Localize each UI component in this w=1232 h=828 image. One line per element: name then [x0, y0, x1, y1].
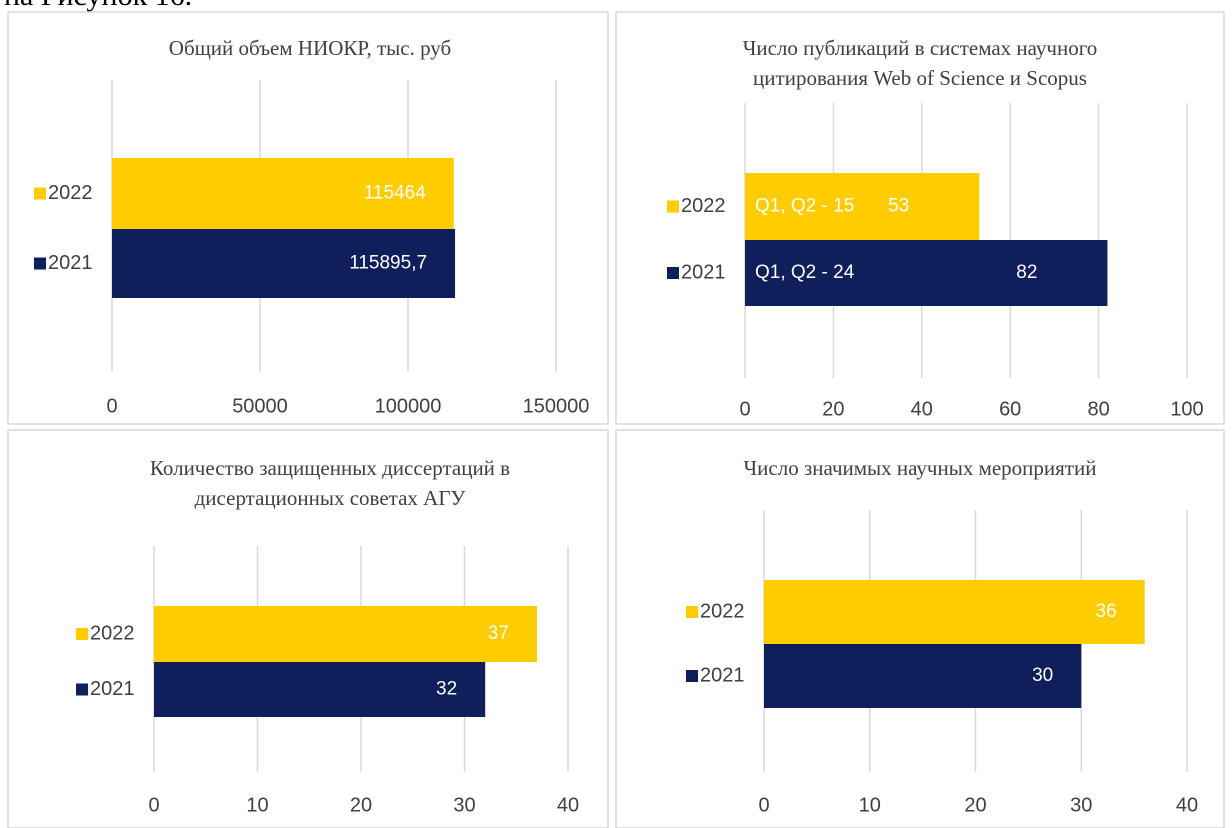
- data-label: 82: [1016, 262, 1037, 283]
- x-tick-label: 150000: [523, 395, 590, 417]
- x-tick-label: 100000: [375, 395, 442, 417]
- x-tick-label: 30: [453, 794, 475, 816]
- data-label: 36: [1096, 601, 1117, 622]
- bar: [745, 173, 980, 240]
- bar: [112, 229, 456, 298]
- data-label: 53: [888, 196, 909, 217]
- x-tick-label: 10: [859, 794, 881, 816]
- category-marker: [34, 187, 46, 200]
- category-marker: [686, 670, 698, 682]
- category-label: 2021: [681, 261, 726, 283]
- x-tick-label: 50000: [232, 395, 288, 417]
- chart-title: Число значимых научных мероприятий: [744, 456, 1097, 480]
- x-tick-label: 60: [999, 398, 1021, 420]
- data-label: 32: [436, 679, 457, 700]
- x-tick-label: 80: [1087, 398, 1109, 420]
- x-tick-label: 0: [106, 395, 117, 417]
- category-label: 2021: [90, 678, 135, 700]
- category-marker: [34, 257, 46, 270]
- category-marker: [667, 200, 679, 213]
- category-label: 2022: [90, 622, 135, 644]
- category-label: 2022: [681, 195, 726, 217]
- data-label: 30: [1032, 665, 1053, 686]
- x-tick-label: 30: [1070, 794, 1092, 816]
- category-marker: [76, 628, 88, 640]
- chart-title: Число публикаций в системах научного: [743, 36, 1098, 60]
- x-tick-label: 20: [350, 794, 372, 816]
- bar: [764, 580, 1145, 644]
- category-marker: [76, 683, 88, 696]
- x-tick-label: 10: [246, 794, 268, 816]
- data-label: 115895,7: [349, 253, 427, 274]
- category-label: 2021: [48, 252, 93, 274]
- chart-title: Количество защищенных диссертаций в: [150, 456, 510, 480]
- bar: [745, 240, 1108, 306]
- header-text: на Рисунок 16.: [4, 0, 192, 12]
- chart-title: цитирования Web of Science и Scopus: [753, 66, 1087, 90]
- annotation: Q1, Q2 - 15: [755, 196, 854, 217]
- x-tick-label: 20: [964, 794, 986, 816]
- chart-title: Общий объем НИОКР, тыс. руб: [169, 36, 451, 60]
- data-label: 37: [488, 623, 509, 644]
- x-tick-label: 20: [822, 398, 844, 420]
- category-label: 2021: [700, 664, 745, 686]
- x-tick-label: 0: [739, 398, 750, 420]
- x-tick-label: 0: [148, 794, 159, 816]
- bar: [764, 644, 1082, 708]
- x-tick-label: 40: [1176, 794, 1198, 816]
- bar: [154, 662, 486, 717]
- bar: [154, 606, 537, 662]
- category-label: 2022: [48, 182, 93, 204]
- data-label: 115464: [364, 183, 426, 204]
- x-tick-label: 40: [911, 398, 933, 420]
- x-tick-label: 40: [557, 794, 579, 816]
- x-tick-label: 100: [1170, 398, 1203, 420]
- category-marker: [686, 606, 698, 618]
- x-tick-label: 0: [758, 794, 769, 816]
- bar: [112, 158, 454, 229]
- chart-title: дисертационных советах АГУ: [195, 486, 466, 510]
- category-marker: [667, 267, 679, 279]
- category-label: 2022: [700, 600, 745, 622]
- annotation: Q1, Q2 - 24: [755, 262, 855, 283]
